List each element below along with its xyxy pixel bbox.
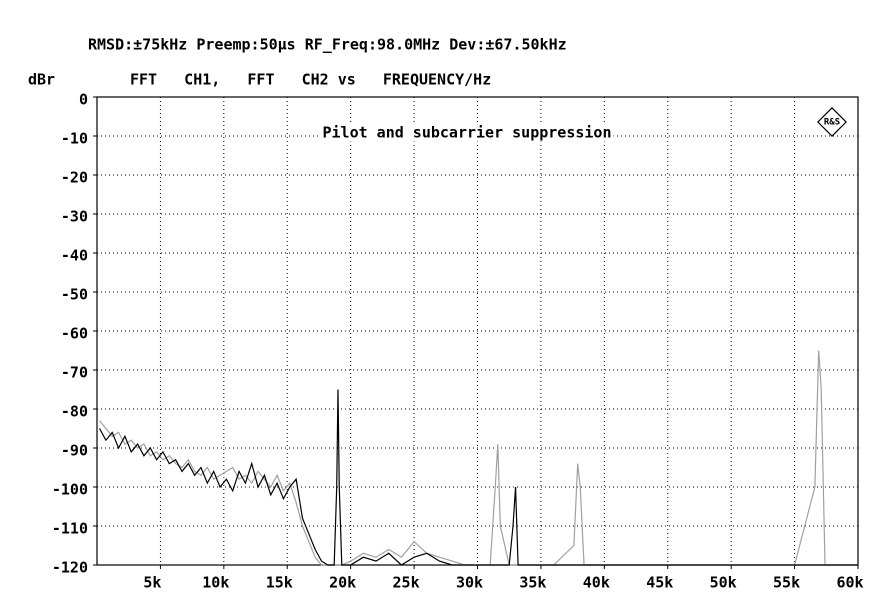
- y-tick-label: -30: [61, 208, 88, 226]
- header: RMSD:±75kHz Preemp:50µs RF_Freq:98.0MHz …: [88, 36, 567, 54]
- y-tick-label: -80: [61, 403, 88, 421]
- y-tick-label: -50: [61, 286, 88, 304]
- x-tick-label: 60k: [836, 574, 863, 592]
- annotation: Pilot and subcarrier suppression: [323, 124, 612, 142]
- y-tick-label: 0: [79, 91, 88, 109]
- y-tick-label: -40: [61, 247, 88, 265]
- x-tick-label: 50k: [710, 574, 737, 592]
- x-tick-label: 40k: [583, 574, 610, 592]
- y-tick-label: -20: [61, 169, 88, 187]
- x-tick-label: 45k: [646, 574, 673, 592]
- annotation-bg: [320, 123, 614, 142]
- logo: R&S: [817, 107, 847, 137]
- x-tick-label: 5k: [143, 574, 161, 592]
- x-tick-label: 35k: [519, 574, 546, 592]
- y-tick-label: -60: [61, 325, 88, 343]
- y-tick-label: -120: [52, 559, 88, 577]
- x-tick-label: 15k: [266, 574, 293, 592]
- y-tick-label: -110: [52, 520, 88, 538]
- x-tick-label: 55k: [773, 574, 800, 592]
- x-tick-label: 10k: [202, 574, 229, 592]
- x-tick-label: 20k: [329, 574, 356, 592]
- svg-text:R&S: R&S: [824, 118, 840, 128]
- series-line: [99, 389, 858, 566]
- y-axis-label: dBr: [28, 71, 55, 89]
- x-tick-label: 25k: [393, 574, 420, 592]
- x-tick-label: 30k: [456, 574, 483, 592]
- series-line: [99, 350, 858, 566]
- chart-title: FFT CH1, FFT CH2 vs FREQUENCY/Hz: [130, 71, 491, 89]
- y-tick-label: -90: [61, 442, 88, 460]
- y-tick-label: -70: [61, 364, 88, 382]
- y-tick-label: -10: [61, 130, 88, 148]
- y-tick-label: -100: [52, 481, 88, 499]
